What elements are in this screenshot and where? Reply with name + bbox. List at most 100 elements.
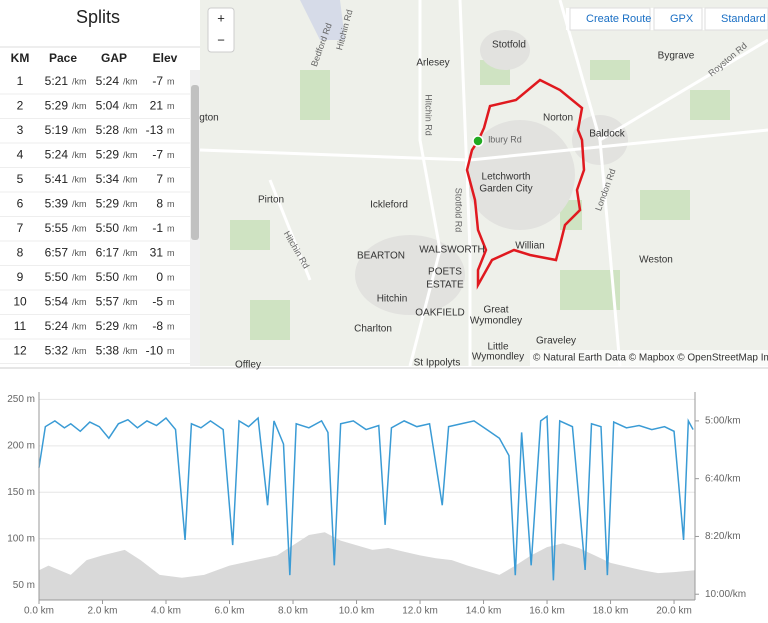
place-label: Letchworth	[482, 172, 531, 183]
gap-unit: /km	[123, 248, 138, 258]
km-cell: 7	[17, 221, 24, 235]
road-label: Stotfold Rd	[454, 188, 464, 233]
map-button-label[interactable]: Standard Ma	[721, 13, 768, 25]
pace-unit: /km	[72, 321, 87, 331]
y-tick-label: 50 m	[13, 580, 35, 591]
km-cell: 9	[17, 270, 24, 284]
pace-cell: 5:50	[45, 270, 69, 284]
elev-cell: 8	[156, 197, 163, 211]
pace-unit: /km	[72, 101, 87, 111]
gap-cell: 5:50	[96, 270, 120, 284]
place-label: Pirton	[258, 195, 284, 206]
place-label: Stotfold	[492, 40, 526, 51]
elev-unit: m	[167, 297, 175, 307]
elev-cell: -7	[152, 74, 163, 88]
km-cell: 1	[17, 74, 24, 88]
elev-cell: 31	[150, 246, 164, 260]
place-label: Charlton	[354, 324, 392, 335]
map-button[interactable]	[569, 7, 651, 31]
gap-cell: 5:50	[96, 221, 120, 235]
map-button-label[interactable]: GPX	[670, 13, 694, 25]
gap-unit: /km	[123, 174, 138, 184]
y2-tick-label: 6:40/km	[705, 473, 741, 484]
place-label: Wymondley	[472, 352, 524, 363]
pace-cell: 6:57	[45, 246, 69, 260]
place-label: Ickleford	[370, 200, 408, 211]
gap-cell: 5:29	[96, 197, 120, 211]
elev-cell: 21	[150, 99, 164, 113]
pace-unit: /km	[72, 150, 87, 160]
pace-cell: 5:32	[45, 344, 69, 358]
place-label: Weston	[639, 255, 673, 266]
km-cell: 4	[17, 148, 24, 162]
gap-unit: /km	[123, 125, 138, 135]
gap-cell: 5:04	[96, 99, 120, 113]
zoom-button[interactable]: +	[217, 10, 225, 25]
km-cell: 8	[17, 246, 24, 260]
elev-cell: -13	[146, 123, 164, 137]
x-tick-label: 10.0 km	[339, 606, 375, 617]
map-button-label[interactable]: Create Route	[586, 13, 651, 25]
place-label: POETS	[428, 267, 462, 278]
route	[465, 78, 586, 290]
km-cell: 2	[17, 99, 24, 113]
attribution-bg	[530, 350, 768, 366]
gap-cell: 5:38	[96, 344, 120, 358]
y-tick-label: 150 m	[7, 487, 35, 498]
km-cell: 5	[17, 172, 24, 186]
pace-unit: /km	[72, 199, 87, 209]
y-tick-label: 100 m	[7, 533, 35, 544]
map-button[interactable]	[653, 7, 703, 31]
pace-unit: /km	[72, 272, 87, 282]
gap-unit: /km	[123, 321, 138, 331]
pace-cell: 5:55	[45, 221, 69, 235]
pace-unit: /km	[72, 223, 87, 233]
pace-unit: /km	[72, 125, 87, 135]
x-tick-label: 18.0 km	[593, 606, 629, 617]
y2-tick-label: 5:00/km	[705, 416, 741, 427]
place-label: Garden City	[479, 184, 532, 195]
place-label: Graveley	[536, 336, 576, 347]
place-label: OAKFIELD	[415, 308, 464, 319]
pace-cell: 5:39	[45, 197, 69, 211]
place-label: gton	[199, 113, 218, 124]
x-tick-label: 8.0 km	[278, 606, 308, 617]
elev-cell: -7	[152, 148, 163, 162]
elev-cell: -5	[152, 295, 163, 309]
pace-cell: 5:54	[45, 295, 69, 309]
x-tick-label: 12.0 km	[402, 606, 438, 617]
elev-unit: m	[167, 150, 175, 160]
map-button[interactable]	[704, 7, 768, 31]
gap-cell: 5:28	[96, 123, 120, 137]
x-tick-label: 6.0 km	[215, 606, 245, 617]
pace-cell: 5:19	[45, 123, 69, 137]
column-header: Elev	[153, 51, 178, 65]
pace-unit: /km	[72, 248, 87, 258]
map-water	[300, 0, 345, 40]
zoom-button[interactable]: −	[217, 32, 225, 47]
splits-title: Splits	[76, 7, 120, 27]
column-header: Pace	[49, 51, 77, 65]
km-cell: 12	[13, 344, 27, 358]
x-tick-label: 4.0 km	[151, 606, 181, 617]
place-label: Arlesey	[416, 58, 449, 69]
gap-cell: 5:57	[96, 295, 120, 309]
place-label: Baldock	[589, 129, 626, 140]
place-label: BEARTON	[357, 251, 405, 262]
x-tick-label: 14.0 km	[466, 606, 502, 617]
place-label: WALSWORTH	[419, 245, 485, 256]
gap-unit: /km	[123, 101, 138, 111]
pace-cell: 5:24	[45, 319, 69, 333]
y-tick-label: 200 m	[7, 440, 35, 451]
splits-panel	[0, 0, 200, 366]
place-label: Hitchin	[377, 294, 408, 305]
place-label: Willian	[515, 241, 544, 252]
gap-unit: /km	[123, 76, 138, 86]
gap-unit: /km	[123, 346, 138, 356]
elev-cell: -1	[152, 221, 163, 235]
elev-unit: m	[167, 223, 175, 233]
elev-cell: -10	[146, 344, 164, 358]
place-label: Great	[483, 305, 508, 316]
scrollbar-thumb	[191, 85, 199, 240]
